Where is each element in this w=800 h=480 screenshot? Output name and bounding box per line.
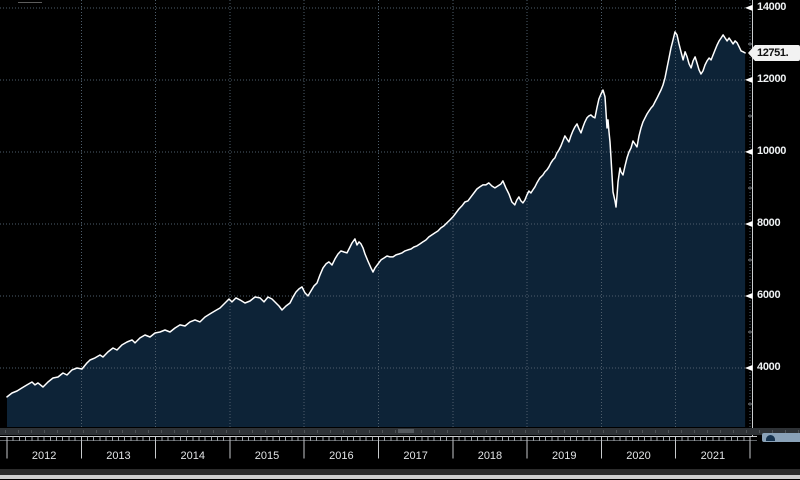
price-axis-major-tick (745, 4, 753, 11)
last-price-value: 12751. (757, 47, 789, 59)
price-axis-label: 10000 (757, 145, 787, 158)
price-axis-major-tick (745, 76, 753, 83)
price-axis-major-tick (745, 292, 753, 299)
year-label: 2018 (477, 450, 503, 462)
year-label: 2012 (31, 450, 57, 462)
window-bottom-border (0, 475, 800, 479)
price-axis-major-tick (745, 364, 753, 371)
scrollbar-grip-icon (766, 435, 775, 441)
year-label: 2019 (552, 450, 577, 462)
year-label: 2016 (329, 450, 354, 462)
window-artifact-line (18, 2, 42, 3)
price-axis-label: 8000 (757, 217, 781, 230)
price-axis-label: 6000 (757, 289, 781, 302)
year-label: 2017 (403, 450, 428, 462)
scrollbar-track-marker (398, 429, 414, 433)
price-chart-plot[interactable] (0, 0, 800, 468)
price-axis-label: 4000 (757, 361, 781, 374)
window-bottom-edge (0, 469, 800, 475)
price-axis-label: 12000 (757, 73, 787, 86)
year-label: 2021 (700, 450, 726, 462)
series-area-fill (7, 31, 746, 428)
scrollbar-thumb[interactable] (762, 433, 800, 442)
year-label: 2015 (254, 450, 280, 462)
price-axis-major-tick (745, 220, 753, 227)
price-axis-major-tick (745, 148, 753, 155)
year-label: 2014 (180, 450, 205, 462)
year-label: 2013 (106, 450, 131, 462)
last-price-tag[interactable]: 12751. (748, 45, 800, 61)
series-price-line (6, 31, 746, 398)
price-axis-label: 14000 (757, 1, 787, 14)
year-label: 2020 (626, 450, 651, 462)
